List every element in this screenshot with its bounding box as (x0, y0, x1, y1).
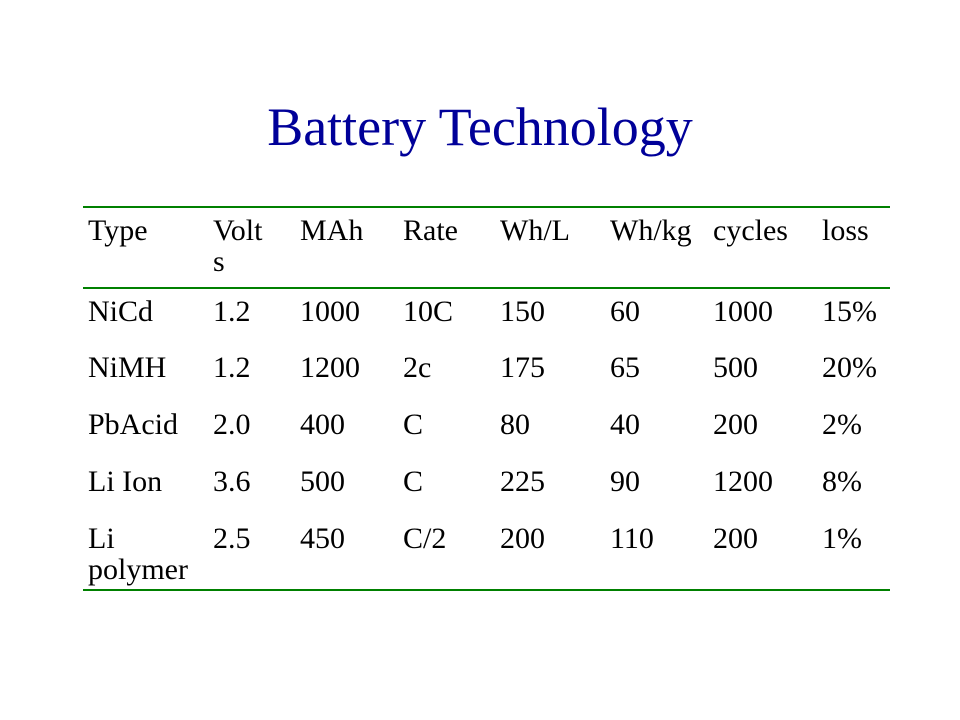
table-row: Li polymer 2.5 450 C/2 200 110 200 1% (83, 516, 890, 590)
table-cell: C (403, 408, 424, 441)
header-cell: cycles (708, 207, 817, 288)
header-text: Type (88, 214, 148, 247)
slide-title: Battery Technology (267, 97, 693, 157)
table-cell: NiMH (88, 351, 167, 384)
table-cell: 1000 (300, 295, 360, 328)
header-text: cycles (713, 214, 788, 247)
table-cell: 3.6 (213, 465, 251, 498)
table-cell: 20% (822, 351, 877, 384)
table-cell: 65 (610, 351, 640, 384)
header-text: Volts (213, 214, 263, 278)
table-cell: 60 (610, 295, 640, 328)
table-row: PbAcid 2.0 400 C 80 40 200 2% (83, 402, 890, 459)
table-row: NiMH 1.2 1200 2c 175 65 500 20% (83, 345, 890, 402)
table-cell: 90 (610, 465, 640, 498)
battery-table: Type Volts MAh Rate Wh/L Wh/kg cycles loss NiCd 1… (83, 206, 890, 591)
header-text: loss (822, 214, 869, 247)
table-cell: 2.5 (213, 522, 251, 555)
header-text: MAh (300, 214, 364, 247)
table-cell: 110 (610, 522, 654, 555)
header-cell: MAh (295, 207, 398, 288)
table-cell: 2.0 (213, 408, 251, 441)
table-cell: 225 (500, 465, 545, 498)
header-cell: Type (83, 207, 208, 288)
table-cell: PbAcid (88, 408, 178, 441)
table-cell: Li Ion (88, 465, 163, 498)
table-cell: 1200 (713, 465, 773, 498)
table-cell: 1000 (713, 295, 773, 328)
table-cell: NiCd (88, 295, 154, 328)
table-cell: 150 (500, 295, 545, 328)
table-cell: 500 (300, 465, 345, 498)
table-cell: 450 (300, 522, 345, 555)
table-cell: 500 (713, 351, 758, 384)
header-cell: Volts (208, 207, 295, 288)
table-cell: 1.2 (213, 351, 251, 384)
header-cell: Rate (398, 207, 495, 288)
header-row: Type Volts MAh Rate Wh/L Wh/kg cycles loss (83, 207, 890, 288)
table-cell: C/2 (403, 522, 447, 555)
table-cell: 8% (822, 465, 862, 498)
header-text: Rate (403, 214, 458, 247)
table-cell: 1.2 (213, 295, 251, 328)
table-cell: 80 (500, 408, 530, 441)
table-cell: 15% (822, 295, 877, 328)
table-cell: 40 (610, 408, 640, 441)
header-cell: Wh/L (495, 207, 605, 288)
table-cell: 200 (500, 522, 545, 555)
table-cell: Li polymer (88, 522, 188, 586)
table-cell: 200 (713, 408, 758, 441)
table-row: Li Ion 3.6 500 C 225 90 1200 8% (83, 459, 890, 516)
table-cell: 10C (403, 295, 454, 328)
table-cell: 2c (403, 351, 432, 384)
header-cell: Wh/kg (605, 207, 708, 288)
table-cell: 200 (713, 522, 758, 555)
header-text: Wh/kg (610, 214, 692, 247)
table-cell: C (403, 465, 424, 498)
table-row: NiCd 1.2 1000 10C 150 60 1000 15% (83, 288, 890, 345)
table-cell: 1200 (300, 351, 360, 384)
table-cell: 2% (822, 408, 862, 441)
table-cell: 1% (822, 522, 862, 555)
header-text: Wh/L (500, 214, 570, 247)
table-cell: 175 (500, 351, 545, 384)
table-cell: 400 (300, 408, 345, 441)
header-cell: loss (817, 207, 890, 288)
